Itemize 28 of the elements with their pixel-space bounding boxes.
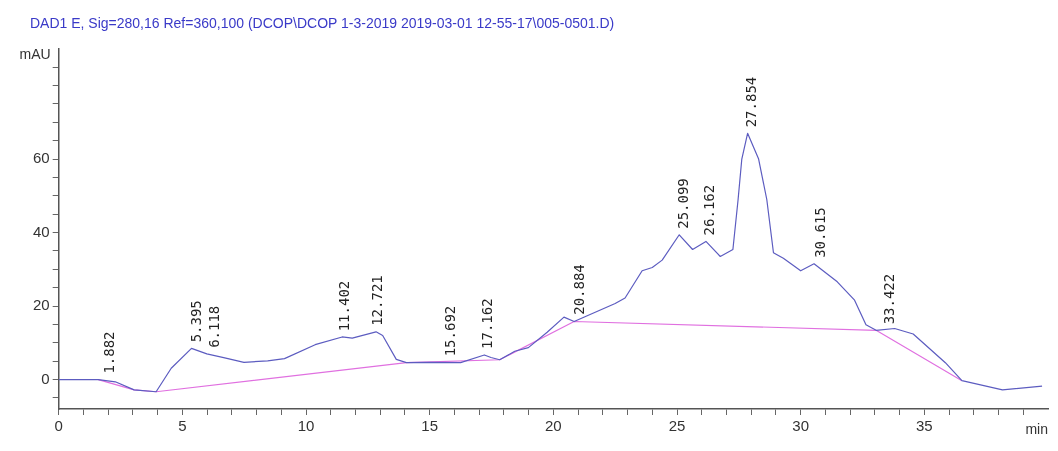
annotation: 1.882 bbox=[100, 331, 117, 374]
annotation: 27.854 bbox=[743, 76, 760, 128]
y-tick-label: 40 bbox=[33, 222, 50, 240]
annotation: 6.118 bbox=[205, 305, 222, 348]
annotation: 33.422 bbox=[880, 273, 897, 325]
chart-title: DAD1 E, Sig=280,16 Ref=360,100 (DCOP\DCOP 1-3-2019 2019-03-01 12-55-17\005-0501.D) bbox=[30, 15, 615, 32]
annotation: 30.615 bbox=[811, 207, 828, 258]
x-axis-title: min bbox=[1025, 420, 1048, 437]
x-tick-label: 20 bbox=[545, 417, 562, 435]
y-tick-label: 60 bbox=[33, 149, 50, 167]
x-tick-label: 15 bbox=[421, 417, 439, 435]
x-tick-label: 30 bbox=[792, 417, 810, 435]
annotation: 5.395 bbox=[187, 300, 204, 343]
annotation: 15.692 bbox=[442, 305, 459, 357]
annotation: 26.162 bbox=[701, 184, 718, 236]
annotation: 17.162 bbox=[478, 298, 495, 349]
x-tick-label: 0 bbox=[54, 417, 63, 435]
x-tick-label: 25 bbox=[668, 417, 686, 435]
x-tick-label: 10 bbox=[297, 417, 315, 435]
x-tick-label: 5 bbox=[178, 417, 187, 435]
annotation: 20.884 bbox=[570, 264, 587, 315]
y-axis-title: mAU bbox=[19, 45, 51, 62]
y-tick-label: 20 bbox=[33, 296, 50, 314]
y-tick-label: 0 bbox=[41, 369, 50, 387]
annotation: 11.402 bbox=[336, 280, 353, 332]
annotation: 12.721 bbox=[368, 275, 385, 326]
x-tick-label: 35 bbox=[915, 417, 933, 435]
annotation: 25.099 bbox=[675, 178, 692, 229]
